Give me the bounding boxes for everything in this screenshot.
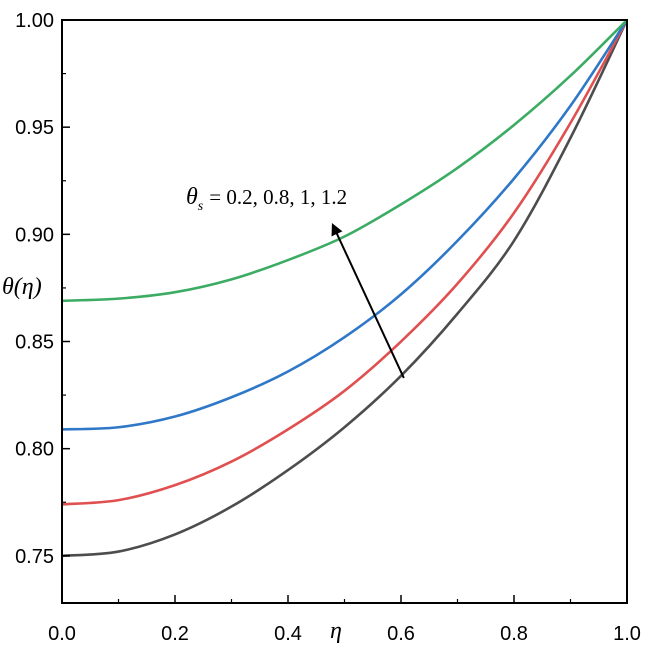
tick-labels: 0.0 0.2 0.4 0.6 0.8 1.0 0.75 0.80 0.85 0.90 0.95 1.… [15,10,641,645]
series-line-2 [61,19,629,506]
x-tick-label-4: 0.8 [500,623,528,645]
y-tick-label-1: 0.80 [15,439,54,461]
x-tick-label-3: 0.6 [387,623,415,645]
series-line-3 [61,19,629,431]
plot-frame [61,19,628,604]
annotation-values: = 0.2, 0.8, 1, 1.2 [209,185,347,209]
y-tick-label-4: 0.95 [15,117,54,139]
y-tick-label-5: 1.00 [15,10,54,32]
x-tick-label-0: 0.0 [48,623,76,645]
y-axis-label: θ(η) [2,274,42,300]
x-tick-label-2: 0.4 [274,623,302,645]
x-tick-label-5: 1.0 [613,623,641,645]
series-line-4 [61,19,628,303]
increase-arrow [331,223,405,379]
annotation-label: θs = 0.2, 0.8, 1, 1.2 [186,184,347,214]
series-line-1 [61,19,629,558]
y-tick-label-0: 0.75 [15,546,54,568]
annotation-subscript: s [198,199,204,214]
series-layer [61,19,629,558]
annotation-symbol: θ [186,184,198,210]
ticks-layer [61,19,628,603]
y-tick-label-3: 0.90 [15,224,54,246]
x-axis-label: η [330,618,342,644]
x-tick-label-1: 0.2 [161,623,189,645]
y-tick-label-2: 0.85 [15,332,54,354]
